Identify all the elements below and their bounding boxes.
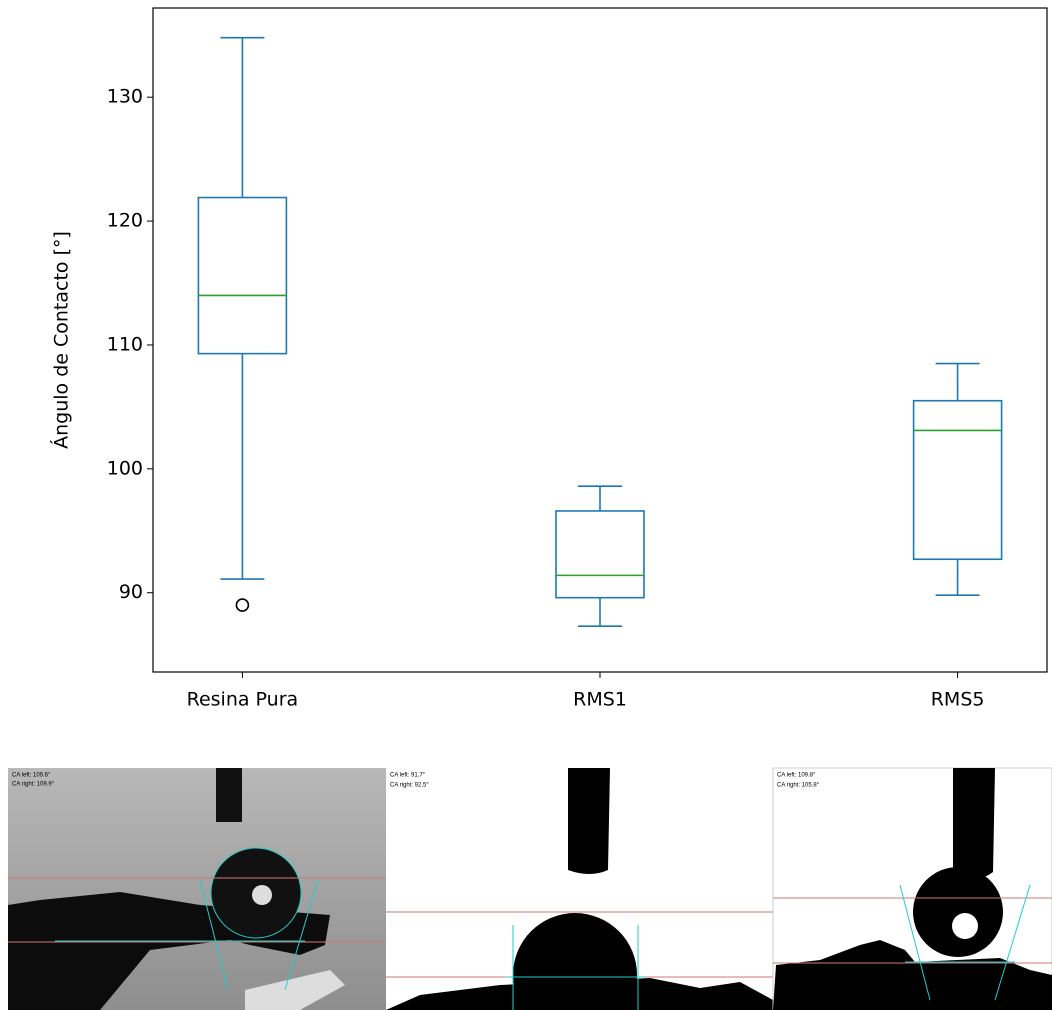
x-tick-label: RMS5 xyxy=(931,689,985,711)
needle xyxy=(216,768,242,822)
flier xyxy=(236,599,248,611)
needle xyxy=(568,768,610,874)
x-tick-label: RMS1 xyxy=(573,689,627,711)
box xyxy=(914,401,1002,560)
photo-panel: CA left: 109.6° CA right: 109.9° xyxy=(8,768,386,1010)
photo-label: CA right: 92.5° xyxy=(390,783,429,789)
photo-label: CA right: 109.9° xyxy=(12,782,55,788)
photo-label: CA left: 109.6° xyxy=(12,773,51,779)
reflection xyxy=(952,913,978,939)
needle xyxy=(953,768,995,879)
y-tick-label: 100 xyxy=(107,457,143,479)
x-tick-label: Resina Pura xyxy=(187,689,299,711)
figure: Ángulo de Contacto [°] CA left: 109.6° C… xyxy=(0,0,1052,1010)
droplet xyxy=(913,867,1003,957)
y-tick-label: 110 xyxy=(107,333,143,355)
reflection xyxy=(252,885,272,905)
y-tick-label: 120 xyxy=(107,210,143,232)
photo-label: CA left: 91.7° xyxy=(390,773,426,779)
box xyxy=(556,511,644,598)
photo-label: CA left: 109.8° xyxy=(777,773,816,779)
y-tick-label: 130 xyxy=(107,86,143,108)
y-axis-label: Ángulo de Contacto [°] xyxy=(50,231,73,449)
photo-panel: CA left: 109.8° CA right: 105.8° xyxy=(773,768,1052,1010)
photo-label: CA right: 105.8° xyxy=(777,783,820,789)
photo-panel: CA left: 91.7° CA right: 92.5° xyxy=(386,768,773,1010)
box xyxy=(198,198,286,354)
y-tick-label: 90 xyxy=(119,581,143,603)
